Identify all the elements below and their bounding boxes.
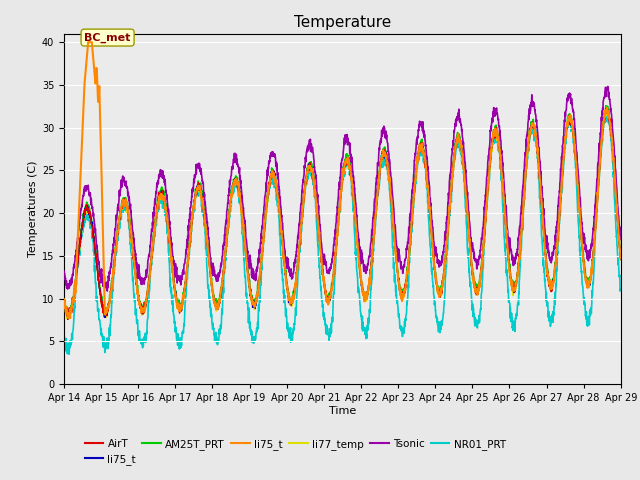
Title: Temperature: Temperature (294, 15, 391, 30)
Text: BC_met: BC_met (84, 33, 131, 43)
Legend: AirT, li75_t, AM25T_PRT, li75_t, li77_temp, Tsonic, NR01_PRT: AirT, li75_t, AM25T_PRT, li75_t, li77_te… (81, 435, 510, 469)
X-axis label: Time: Time (329, 406, 356, 416)
Y-axis label: Temperatures (C): Temperatures (C) (28, 160, 38, 257)
